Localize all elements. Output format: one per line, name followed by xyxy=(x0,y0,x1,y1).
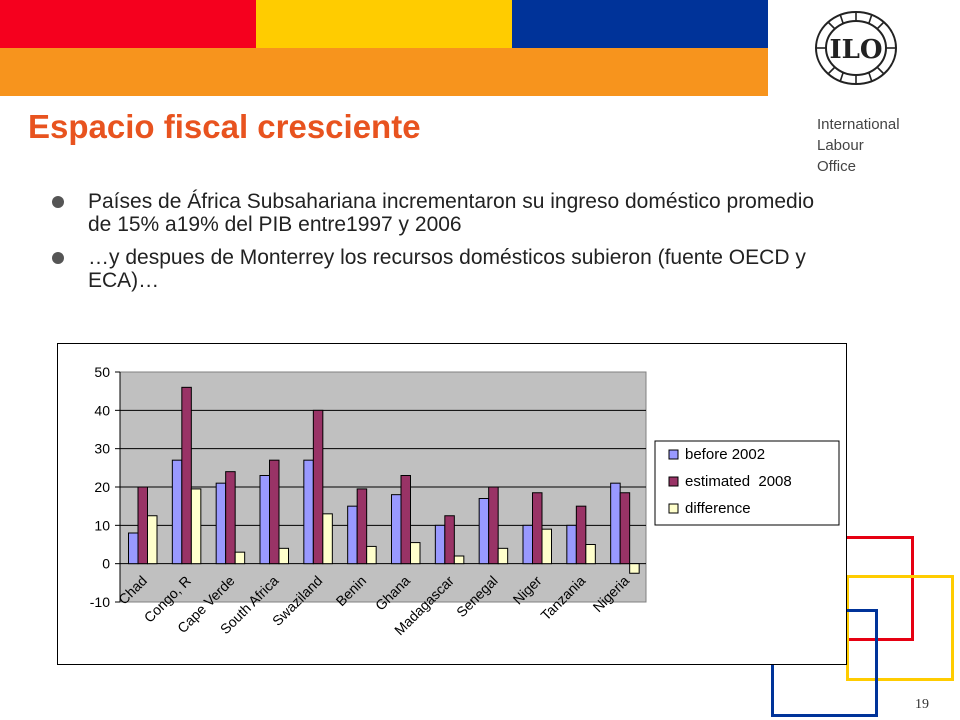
ilo-emblem-icon: ILO xyxy=(815,11,897,85)
bar-1 xyxy=(400,475,411,565)
bullet-text: Países de África Subsahariana incrementa… xyxy=(88,190,815,236)
legend-box xyxy=(654,440,840,526)
bar-1 xyxy=(532,492,543,565)
bar-0 xyxy=(610,482,621,565)
y-tick-label: 0 xyxy=(102,556,110,572)
y-tick-label: 10 xyxy=(94,517,110,533)
org-line-1: International xyxy=(817,116,900,133)
bar-0 xyxy=(434,524,446,565)
bar-0 xyxy=(347,505,358,565)
bar-2 xyxy=(278,547,289,565)
bar-2 xyxy=(366,545,377,565)
bar-0 xyxy=(128,532,139,565)
bar-1 xyxy=(356,488,368,565)
bar-1 xyxy=(137,486,148,565)
bullet-dot-icon xyxy=(52,196,64,208)
org-line-2: Labour xyxy=(817,137,864,154)
bar-1 xyxy=(488,486,499,565)
bar-2 xyxy=(585,544,596,565)
bar-2 xyxy=(147,515,158,565)
bar-1 xyxy=(444,515,455,565)
y-tick-label: 30 xyxy=(94,441,110,457)
bar-0 xyxy=(391,494,402,565)
bar-2 xyxy=(629,563,640,574)
legend-swatch xyxy=(668,449,679,460)
page-number: 19 xyxy=(915,697,929,712)
bullet-dot-icon xyxy=(52,252,64,264)
bar-2 xyxy=(322,513,333,565)
top-band-yellow xyxy=(256,0,512,48)
bar-1 xyxy=(619,492,631,565)
bar-2 xyxy=(541,528,552,565)
bar-1 xyxy=(575,505,587,565)
bar-0 xyxy=(478,498,490,565)
bar-0 xyxy=(566,524,577,565)
bar-1 xyxy=(312,409,324,565)
y-tick-label: 40 xyxy=(94,402,110,418)
organization-name: International Labour Office xyxy=(817,114,900,177)
bullet-item: Países de África Subsahariana incrementa… xyxy=(48,190,818,236)
y-tick-label: -10 xyxy=(90,594,110,610)
bar-0 xyxy=(522,524,533,565)
legend-label: difference xyxy=(685,500,751,517)
legend-swatch xyxy=(668,476,679,487)
bar-2 xyxy=(234,551,246,565)
bullet-text: …y despues de Monterrey los recursos dom… xyxy=(88,246,806,292)
bullet-item: …y despues de Monterrey los recursos dom… xyxy=(48,246,818,292)
legend-label: estimated 2008 xyxy=(685,473,792,490)
org-line-3: Office xyxy=(817,158,856,175)
logo-area: ILO xyxy=(768,0,960,96)
bar-0 xyxy=(259,475,270,565)
legend-swatch xyxy=(668,503,679,514)
bar-0 xyxy=(215,482,227,565)
bullet-list: Países de África Subsahariana incrementa… xyxy=(48,190,818,302)
bar-2 xyxy=(497,547,509,565)
top-band-red xyxy=(0,0,256,48)
y-tick-label: 20 xyxy=(94,479,110,495)
y-tick-label: 50 xyxy=(94,364,110,380)
logo-text: ILO xyxy=(829,35,882,65)
slide-title: Espacio fiscal cresciente xyxy=(28,108,421,145)
top-band-blue xyxy=(512,0,768,48)
bar-2 xyxy=(190,488,202,565)
deco-square-yellow xyxy=(846,575,954,681)
chart-frame: -10 0 10 20 30 40 50 Chad Congo, R Cape Verde Sout… xyxy=(57,343,847,665)
top-band-orange xyxy=(0,48,768,96)
bar-1 xyxy=(181,386,192,565)
bar-2 xyxy=(453,555,465,565)
bar-0 xyxy=(171,459,183,565)
bar-1 xyxy=(269,459,280,565)
bar-1 xyxy=(225,471,236,565)
bar-0 xyxy=(303,459,314,565)
legend-label: before 2002 xyxy=(685,446,765,463)
bar-2 xyxy=(410,542,421,565)
